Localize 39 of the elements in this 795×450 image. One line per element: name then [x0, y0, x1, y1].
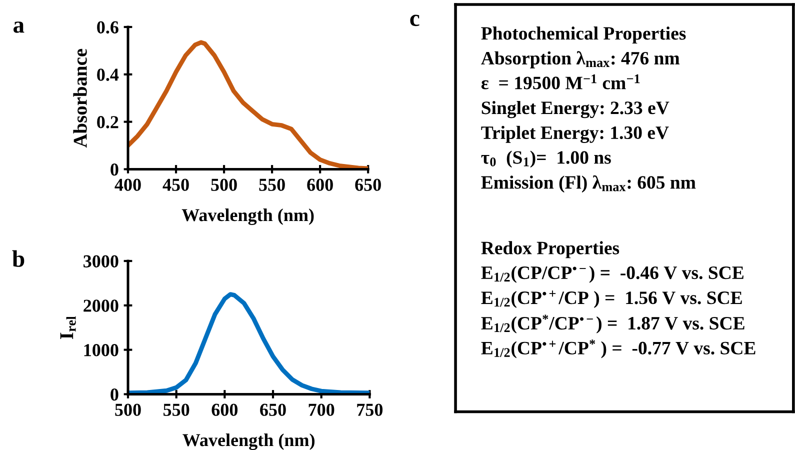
text: Redox Properties: [481, 241, 620, 258]
chart-title: a: [14, 22, 24, 33]
y-tick-label: 3000: [84, 255, 118, 268]
text: Triplet Energy: 1.30 eV: [481, 126, 669, 143]
x-tick-label: 600: [307, 178, 333, 191]
x-tick-label: 650: [355, 178, 381, 191]
y-tick-label: 0.2: [97, 116, 118, 128]
y-axis-title: Absorbance: [73, 48, 87, 148]
chart-title: b: [12, 250, 24, 267]
text: E$_{1/2}$(CP$^{•+}$/CP$^{*}$ ) = -0.77 V vs. SCE: [481, 340, 756, 358]
x-axis-title: Wavelength (nm): [182, 433, 314, 450]
text: Singlet Energy: 2.33 eV: [482, 100, 670, 118]
x-tick-label: 600: [212, 404, 238, 416]
x-tick-label: 500: [211, 178, 237, 191]
text: τ$_{0}$ (S$_{1}$)= 1.00 ns: [481, 150, 611, 168]
text: E$_{1/2}$(CP$^{•+}$/CP ) = 1.56 V vs. SCE: [481, 290, 742, 308]
text: E$_{1/2}$(CP$^{*}$/CP$^{•−}$) = 1.87 V vs. SCE: [481, 314, 744, 334]
y-tick-label: 1000: [84, 344, 118, 356]
text: Emission (Fl) λ$_{max}$: 605 nm: [481, 175, 696, 193]
text: Photochemical Properties: [481, 26, 686, 44]
x-tick-label: 650: [260, 404, 286, 416]
y-tick-label: 0: [110, 163, 118, 176]
y-tick-label: 2000: [84, 300, 118, 312]
y-tick-label: 0.4: [97, 68, 119, 81]
x-tick-label: 400: [114, 178, 141, 191]
y-tick-label: 0.6: [97, 21, 118, 34]
text: ε = 19500 M$^{−1}$ cm$^{−1}$: [481, 74, 640, 90]
x-tick-label: 550: [259, 178, 285, 191]
x-tick-label: 700: [308, 404, 334, 416]
text: Absorption λ$_{max}$: 476 nm: [481, 51, 680, 68]
y-tick-label: 0: [110, 388, 118, 401]
x-tick-label: 450: [162, 178, 189, 191]
x-tick-label: 550: [164, 404, 190, 416]
x-tick-label: 500: [115, 404, 141, 416]
x-axis-title: Wavelength (nm): [182, 208, 314, 226]
y-axis-title: I$_{rel}$: [60, 316, 76, 339]
text: c: [410, 14, 420, 26]
text: E$_{1/2}$(CP/CP$^{•−}$) = -0.46 V vs. SCE: [481, 266, 744, 283]
x-tick-label: 750: [357, 404, 383, 416]
